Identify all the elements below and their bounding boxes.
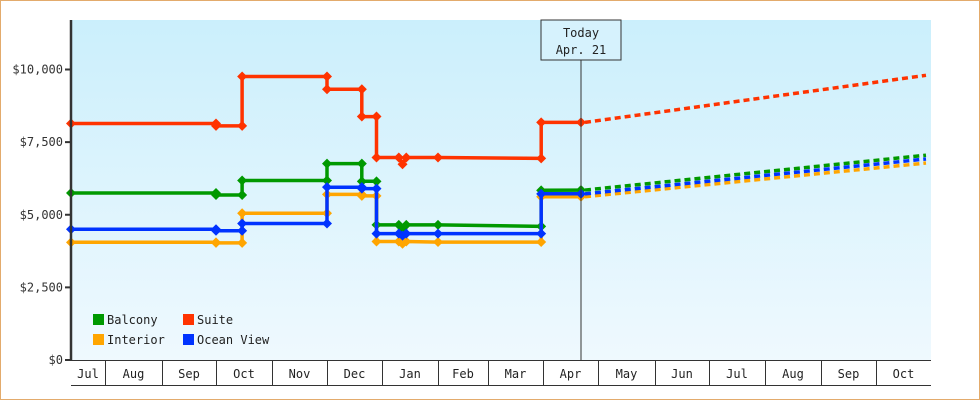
data-point-marker[interactable]	[371, 176, 382, 187]
legend-label: Suite	[197, 313, 233, 327]
x-tick-label: Sep	[838, 367, 860, 381]
forecast-line	[584, 157, 927, 196]
legend-label: Balcony	[107, 313, 158, 327]
data-point-marker[interactable]	[322, 84, 332, 95]
x-tick-label: Feb	[452, 367, 474, 381]
data-point-marker[interactable]	[356, 183, 367, 194]
data-point-marker[interactable]	[371, 228, 382, 239]
y-tick-label: $2,500	[20, 280, 63, 294]
legend-swatch	[93, 334, 104, 345]
forecast-line	[584, 73, 927, 125]
data-point-marker[interactable]	[322, 182, 332, 193]
x-tick-label: Jun	[671, 367, 693, 381]
data-point-marker[interactable]	[536, 237, 547, 248]
legend-item-interior[interactable]: Interior	[93, 333, 165, 347]
series-layer	[66, 71, 927, 249]
y-tick-label: $10,000	[12, 63, 63, 77]
x-tick-label: Jul	[726, 367, 748, 381]
data-point-marker[interactable]	[322, 175, 332, 186]
data-point-marker[interactable]	[433, 237, 443, 248]
x-tick-label: May	[616, 367, 638, 381]
today-label-box	[540, 19, 622, 61]
plot-area	[71, 20, 931, 360]
x-tick-label: Aug	[782, 367, 804, 381]
forecast-line	[584, 153, 927, 192]
data-point-marker[interactable]	[211, 120, 221, 131]
data-point-marker[interactable]	[237, 175, 248, 186]
data-point-marker[interactable]	[371, 111, 382, 122]
x-tick-label: Oct	[233, 367, 255, 381]
today-date: Apr. 21	[556, 43, 607, 57]
x-tick-label: Dec	[344, 367, 366, 381]
data-point-marker[interactable]	[393, 152, 404, 163]
x-tick-label: Apr	[560, 367, 582, 381]
x-tick-label: Mar	[505, 367, 527, 381]
series-balcony	[66, 153, 927, 235]
legend: Balcony Suite Interior Ocean View	[93, 313, 270, 347]
today-label: Today	[563, 26, 599, 40]
data-point-marker[interactable]	[371, 152, 382, 163]
series-interior	[66, 161, 927, 249]
data-point-marker[interactable]	[211, 225, 221, 236]
forecast-line	[584, 161, 927, 199]
data-point-marker[interactable]	[433, 228, 443, 239]
data-point-marker[interactable]	[433, 152, 443, 163]
data-point-marker[interactable]	[211, 237, 221, 248]
x-tick-label: Sep	[178, 367, 200, 381]
legend-label: Interior	[107, 333, 165, 347]
legend-swatch	[183, 314, 194, 325]
data-point-marker[interactable]	[237, 189, 248, 200]
data-point-marker[interactable]	[401, 152, 412, 163]
y-tick-label: $5,000	[20, 208, 63, 222]
data-point-marker[interactable]	[237, 120, 248, 131]
data-point-marker[interactable]	[237, 237, 248, 248]
data-point-marker[interactable]	[237, 71, 248, 82]
data-point-marker[interactable]	[356, 176, 367, 187]
legend-label: Ocean View	[197, 333, 270, 347]
legend-item-balcony[interactable]: Balcony	[93, 313, 158, 327]
data-point-marker[interactable]	[433, 219, 443, 230]
data-point-marker[interactable]	[536, 117, 547, 128]
series-suite	[66, 71, 927, 170]
data-point-marker[interactable]	[322, 218, 332, 229]
x-tick-label: Oct	[893, 367, 915, 381]
data-point-marker[interactable]	[237, 218, 248, 229]
data-point-marker[interactable]	[356, 111, 367, 122]
x-tick-label: Aug	[123, 367, 145, 381]
data-point-marker[interactable]	[401, 228, 412, 239]
data-point-marker[interactable]	[536, 153, 547, 164]
axes: $0 $2,500 $5,000 $7,500 $10,000 Jul Aug Sep Oct N…	[12, 20, 931, 386]
data-point-marker[interactable]	[397, 159, 408, 170]
y-tick-label: $0	[49, 353, 63, 367]
data-point-marker[interactable]	[237, 208, 248, 219]
data-point-marker[interactable]	[536, 188, 547, 199]
x-tick-label: Nov	[289, 367, 311, 381]
data-point-marker[interactable]	[356, 84, 367, 95]
data-point-marker[interactable]	[356, 190, 367, 201]
data-point-marker[interactable]	[322, 71, 332, 82]
legend-swatch	[93, 314, 104, 325]
legend-swatch	[183, 334, 194, 345]
data-point-marker[interactable]	[237, 225, 248, 236]
data-point-marker[interactable]	[322, 158, 332, 169]
legend-item-suite[interactable]: Suite	[183, 313, 233, 327]
x-tick-label: Jan	[399, 367, 421, 381]
data-point-marker[interactable]	[371, 183, 382, 194]
today-marker: Today Apr. 21	[540, 19, 622, 360]
data-point-marker[interactable]	[536, 228, 547, 239]
series-ocean-view	[66, 157, 927, 241]
data-point-marker[interactable]	[356, 158, 367, 169]
data-point-marker[interactable]	[371, 236, 382, 247]
legend-item-ocean-view[interactable]: Ocean View	[183, 333, 270, 347]
data-point-marker[interactable]	[211, 189, 221, 200]
y-tick-label: $7,500	[20, 135, 63, 149]
data-point-marker[interactable]	[401, 219, 412, 230]
x-tick-label: Jul	[77, 367, 99, 381]
